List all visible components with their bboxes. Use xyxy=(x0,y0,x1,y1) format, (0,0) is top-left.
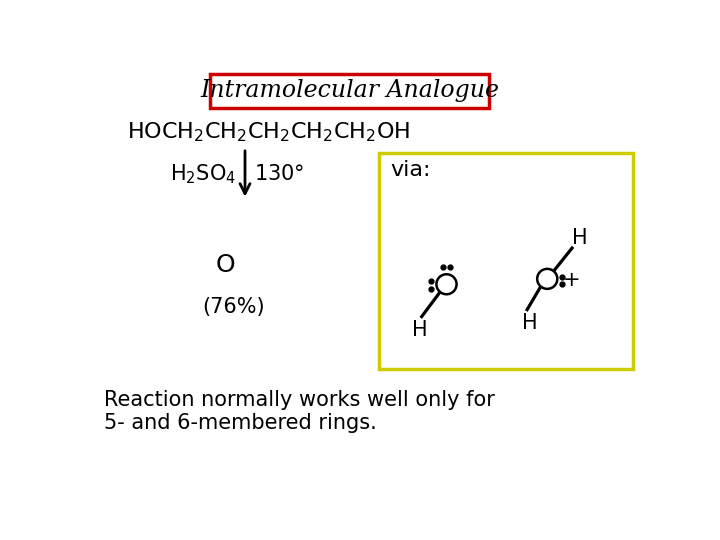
Bar xyxy=(379,153,632,369)
Text: $\mathregular{H_2SO_4}$: $\mathregular{H_2SO_4}$ xyxy=(170,162,235,186)
Text: 5- and 6-membered rings.: 5- and 6-membered rings. xyxy=(104,413,377,433)
Text: H: H xyxy=(523,313,538,333)
Text: H: H xyxy=(413,320,428,340)
Text: (76%): (76%) xyxy=(202,298,265,318)
Text: $130°$: $130°$ xyxy=(254,164,305,184)
Text: H: H xyxy=(572,228,588,248)
Text: Reaction normally works well only for: Reaction normally works well only for xyxy=(104,390,495,410)
Text: +: + xyxy=(563,271,581,291)
Bar xyxy=(210,74,489,108)
Text: via:: via: xyxy=(391,160,431,180)
Text: $\mathregular{HOCH_2CH_2CH_2CH_2CH_2OH}$: $\mathregular{HOCH_2CH_2CH_2CH_2CH_2OH}$ xyxy=(127,121,410,144)
Text: Intramolecular Analogue: Intramolecular Analogue xyxy=(200,79,499,103)
Text: O: O xyxy=(216,253,235,277)
